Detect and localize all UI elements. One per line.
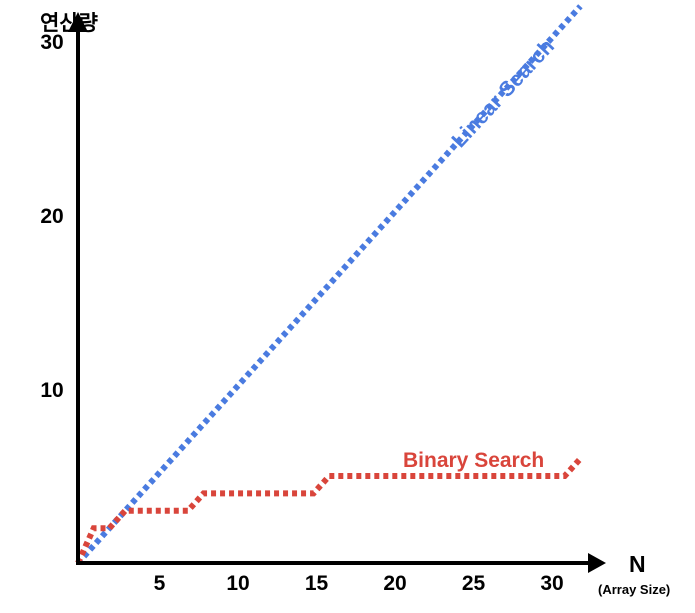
x-axis-sublabel: (Array Size) bbox=[598, 582, 670, 597]
x-tick-label: 10 bbox=[226, 572, 249, 595]
binary-search-label: Binary Search bbox=[403, 449, 544, 472]
y-axis-arrowhead bbox=[68, 12, 88, 32]
x-axis-label: N bbox=[629, 551, 646, 577]
x-tick-label: 15 bbox=[305, 572, 329, 595]
y-tick-label: 20 bbox=[40, 205, 63, 228]
linear-search-line bbox=[75, 4, 583, 566]
x-tick-label: 25 bbox=[462, 572, 486, 595]
y-tick-label: 10 bbox=[40, 379, 63, 402]
x-tick-label: 20 bbox=[383, 572, 406, 595]
x-axis-arrowhead bbox=[588, 553, 606, 573]
series-layer bbox=[75, 4, 583, 566]
y-tick-label: 30 bbox=[40, 31, 63, 54]
tick-labels: 5 10 15 20 25 30 10 20 30 bbox=[40, 31, 563, 595]
y-axis-label: 연산량 bbox=[40, 12, 98, 35]
binary-search-line bbox=[75, 456, 583, 565]
x-tick-label: 5 bbox=[154, 572, 166, 595]
x-tick-label: 30 bbox=[540, 572, 563, 595]
linear-search-label: Linear Search bbox=[447, 35, 559, 152]
